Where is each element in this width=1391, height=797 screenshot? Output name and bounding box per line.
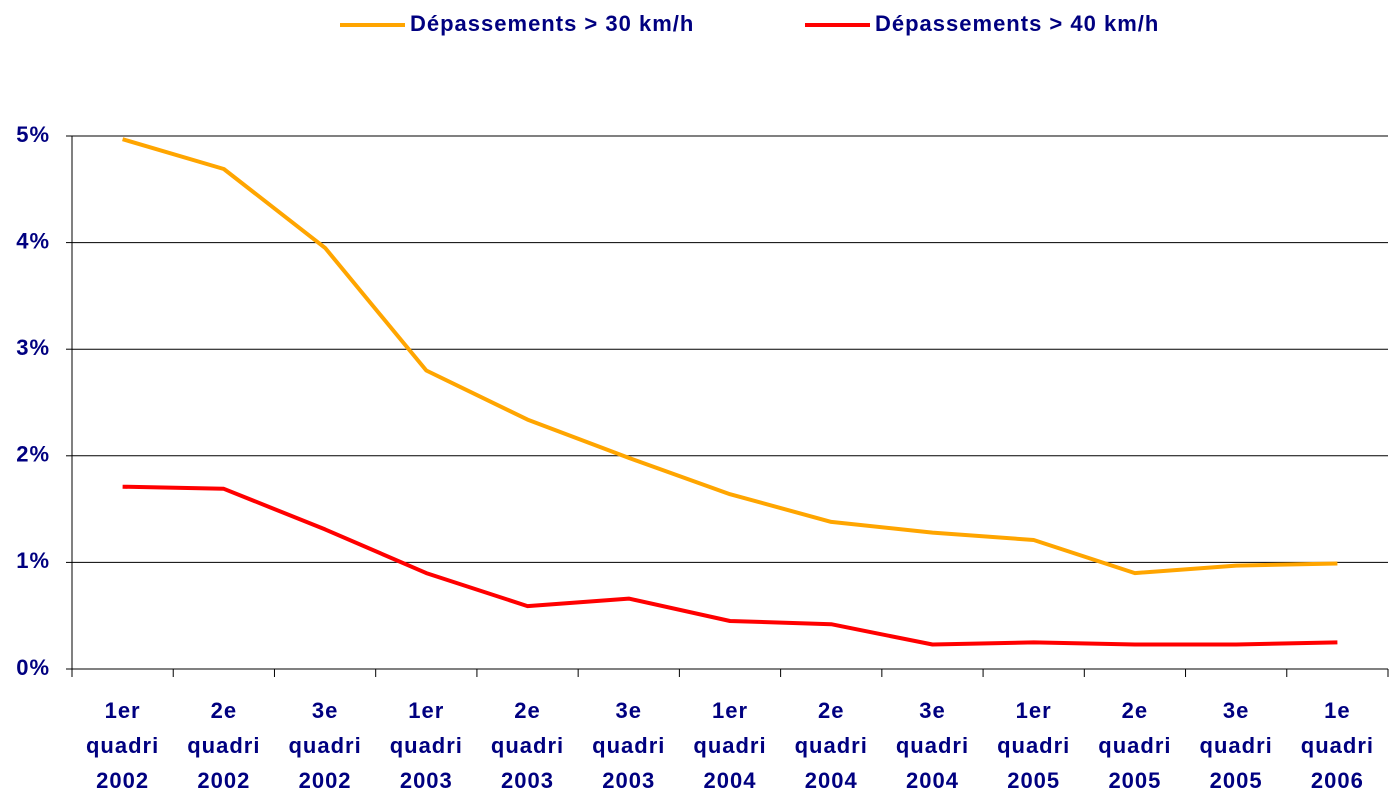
x-tick-label: 3e quadri 2002 [288, 698, 361, 793]
x-tick-label: 1er quadri 2005 [997, 698, 1070, 793]
x-tick-label: 2e quadri 2002 [187, 698, 260, 793]
legend-label: Dépassements > 40 km/h [875, 11, 1159, 36]
series-line [122, 484, 1338, 647]
x-tick-label: 2e quadri 2005 [1098, 698, 1171, 793]
x-tick-label: 3e quadri 2004 [896, 698, 969, 793]
x-tick-label: 2e quadri 2003 [491, 698, 564, 793]
x-tick-label: 3e quadri 2003 [592, 698, 665, 793]
x-tick-label: 1e quadri 2006 [1301, 698, 1374, 793]
x-tick-label: 1er quadri 2002 [86, 698, 159, 793]
x-tick-label: 3e quadri 2005 [1200, 698, 1273, 793]
y-tick-label: 4% [16, 228, 50, 253]
y-tick-label: 1% [16, 548, 50, 573]
y-tick-label: 0% [16, 655, 50, 680]
y-tick-label: 2% [16, 442, 50, 467]
y-tick-label: 3% [16, 335, 50, 360]
x-tick-label: 2e quadri 2004 [795, 698, 868, 793]
legend-label: Dépassements > 30 km/h [410, 11, 694, 36]
y-tick-label: 5% [16, 122, 50, 147]
x-tick-label: 1er quadri 2003 [390, 698, 463, 793]
series-line [122, 137, 1338, 576]
x-tick-label: 1er quadri 2004 [693, 698, 766, 793]
